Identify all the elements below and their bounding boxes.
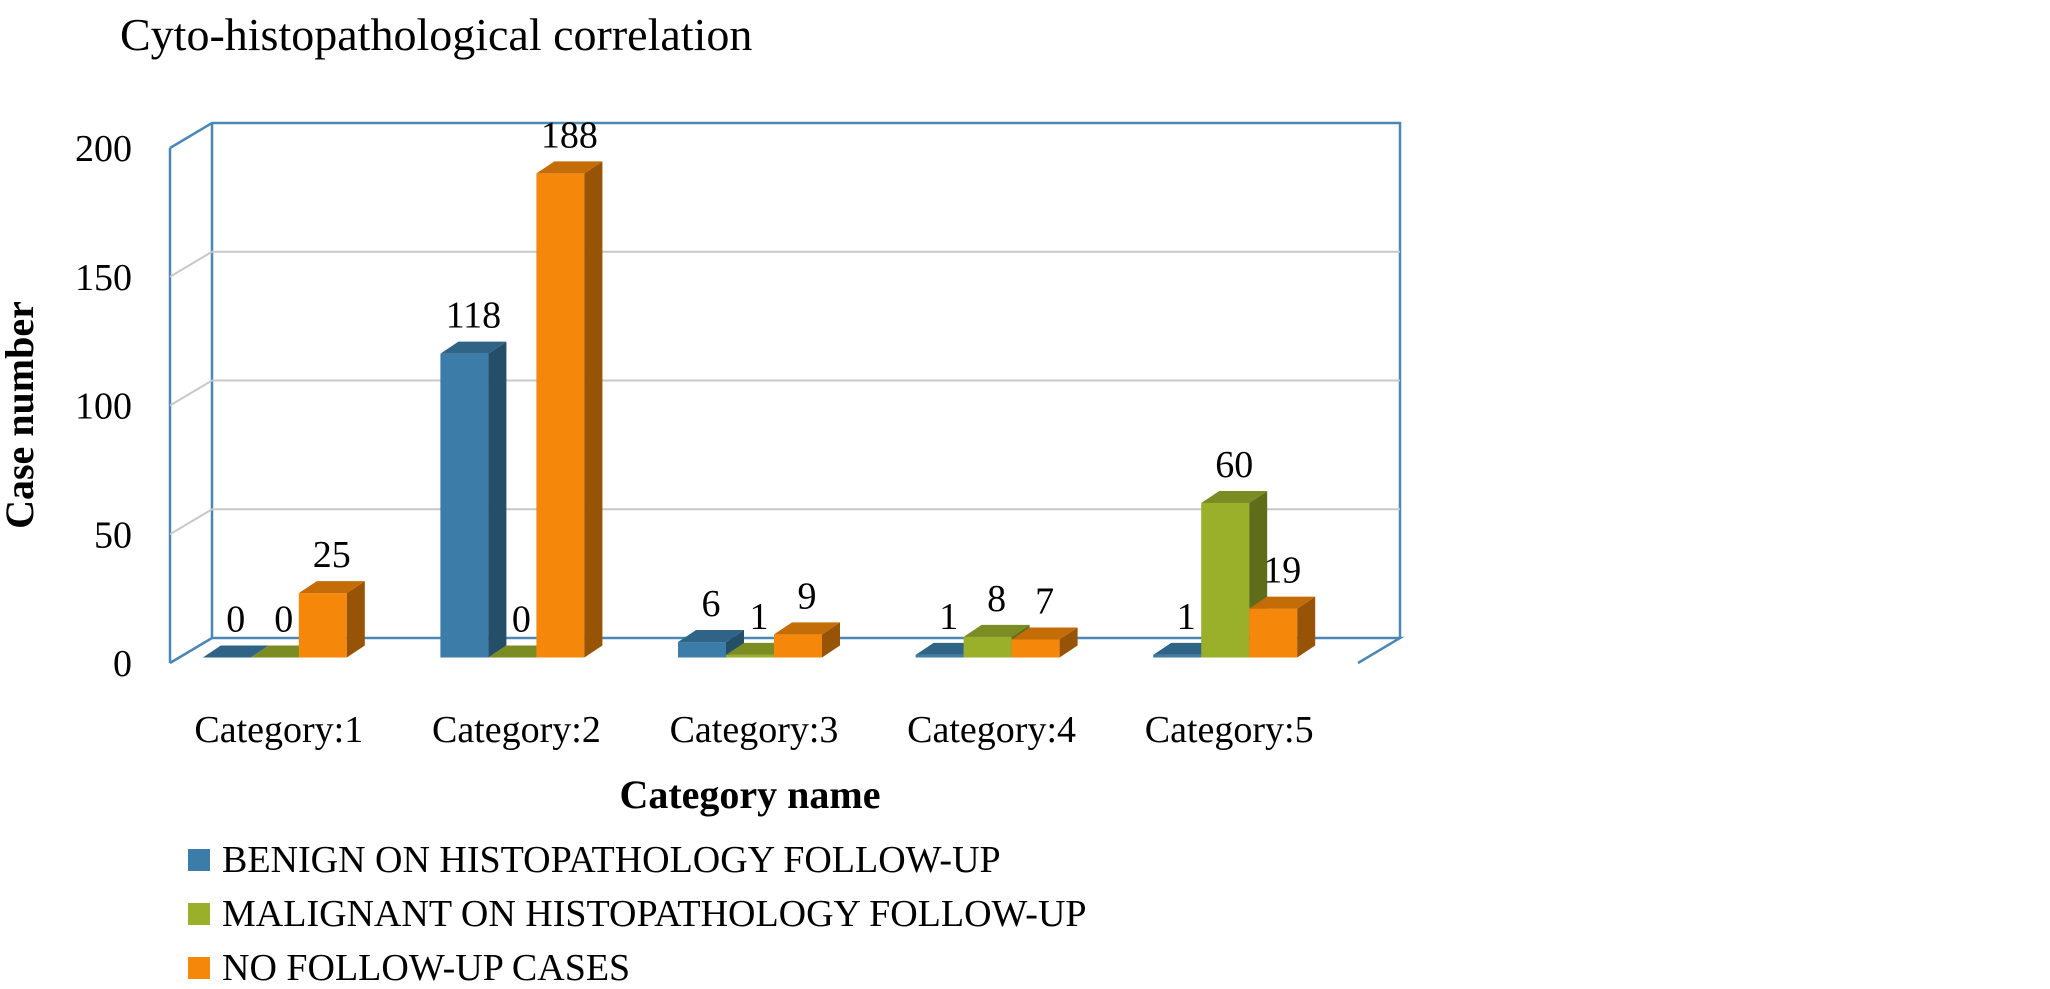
data-label: 60: [1215, 444, 1253, 486]
bar-front: [1201, 503, 1250, 658]
legend-label-malignant: MALIGNANT ON HISTOPATHOLOGY FOLLOW-UP: [222, 893, 1087, 935]
bar: [678, 630, 744, 658]
bar-top: [963, 624, 1030, 637]
data-label: 19: [1263, 550, 1301, 592]
data-label: 9: [798, 575, 817, 617]
data-label: 1: [939, 596, 958, 638]
y-tick-label: 100: [75, 386, 132, 428]
bar-top: [298, 581, 365, 594]
bar: [1011, 627, 1078, 658]
bar-front: [678, 642, 726, 658]
data-label: 7: [1035, 580, 1054, 622]
data-label: 1: [1177, 596, 1196, 638]
legend-item-no-follow-up: NO FOLLOW-UP CASES: [188, 947, 630, 989]
bars: [202, 161, 1316, 658]
bar: [774, 622, 840, 658]
bar-side: [346, 581, 365, 658]
bar-top: [202, 645, 269, 658]
y-tick-label: 200: [75, 128, 132, 170]
bar-front: [440, 353, 489, 658]
legend-label-benign: BENIGN ON HISTOPATHOLOGY FOLLOW-UP: [222, 839, 1001, 881]
data-label: 6: [702, 583, 721, 625]
chart-title: Cyto-histopathological correlation: [120, 9, 752, 60]
data-label: 8: [987, 578, 1006, 620]
bar-top: [774, 622, 840, 635]
legend-swatch-malignant: [188, 903, 210, 925]
data-label: 118: [446, 295, 502, 337]
category-labels: Category:1 Category:2 Category:3 Category:4…: [194, 709, 1313, 751]
legend-item-malignant: MALIGNANT ON HISTOPATHOLOGY FOLLOW-UP: [188, 893, 1087, 935]
bar-top: [1249, 596, 1316, 609]
bar-side: [726, 630, 744, 658]
data-label: 0: [512, 599, 531, 641]
legend-label-no-follow-up: NO FOLLOW-UP CASES: [222, 947, 630, 989]
bar-front: [1249, 608, 1298, 658]
y-axis-title: Case number: [0, 301, 42, 529]
bar: [298, 581, 365, 658]
y-tick-label: 50: [94, 514, 132, 556]
bar-front: [963, 636, 1012, 658]
bar-front: [1011, 639, 1060, 658]
gridline-side: [169, 508, 213, 536]
gridline-side: [169, 250, 213, 278]
category-label: Category:1: [194, 709, 363, 751]
bar-top: [678, 630, 744, 643]
legend-swatch-no-follow-up: [188, 957, 210, 979]
y-axis-ticks: 0 50 100 150 200: [75, 128, 132, 685]
bar-front: [298, 593, 347, 658]
data-label: 0: [226, 599, 245, 641]
bar: [440, 341, 507, 658]
bar-side: [488, 341, 507, 658]
bar-side: [822, 622, 840, 658]
legend: BENIGN ON HISTOPATHOLOGY FOLLOW-UP MALIG…: [188, 839, 1087, 989]
bar-side: [584, 161, 603, 658]
bar-side: [1059, 627, 1078, 658]
category-label: Category:4: [907, 709, 1076, 751]
category-label: Category:5: [1145, 709, 1314, 751]
bar-top: [536, 161, 603, 174]
bar-top: [1011, 627, 1078, 640]
bar: [202, 645, 269, 658]
legend-item-benign: BENIGN ON HISTOPATHOLOGY FOLLOW-UP: [188, 839, 1001, 881]
gridlines: [169, 250, 1400, 536]
data-label: 0: [274, 599, 293, 641]
bar-top: [440, 341, 507, 354]
category-label: Category:3: [670, 709, 839, 751]
bar: [536, 161, 603, 658]
data-label: 188: [541, 114, 598, 156]
bar-side: [1297, 596, 1316, 658]
x-axis-title: Category name: [619, 772, 880, 817]
gridline-side: [169, 379, 213, 407]
category-label: Category:2: [432, 709, 601, 751]
bar-front: [536, 173, 585, 658]
bar-top: [1201, 491, 1268, 503]
y-tick-label: 150: [75, 257, 132, 299]
bar-front: [774, 634, 822, 658]
legend-swatch-benign: [188, 849, 210, 871]
bar-front: [726, 654, 774, 658]
bar: [1249, 596, 1316, 658]
y-tick-label: 0: [113, 643, 132, 685]
bar-front: [915, 654, 964, 658]
data-label: 1: [750, 596, 769, 638]
bar-front: [1153, 654, 1202, 658]
data-label: 25: [313, 534, 351, 576]
